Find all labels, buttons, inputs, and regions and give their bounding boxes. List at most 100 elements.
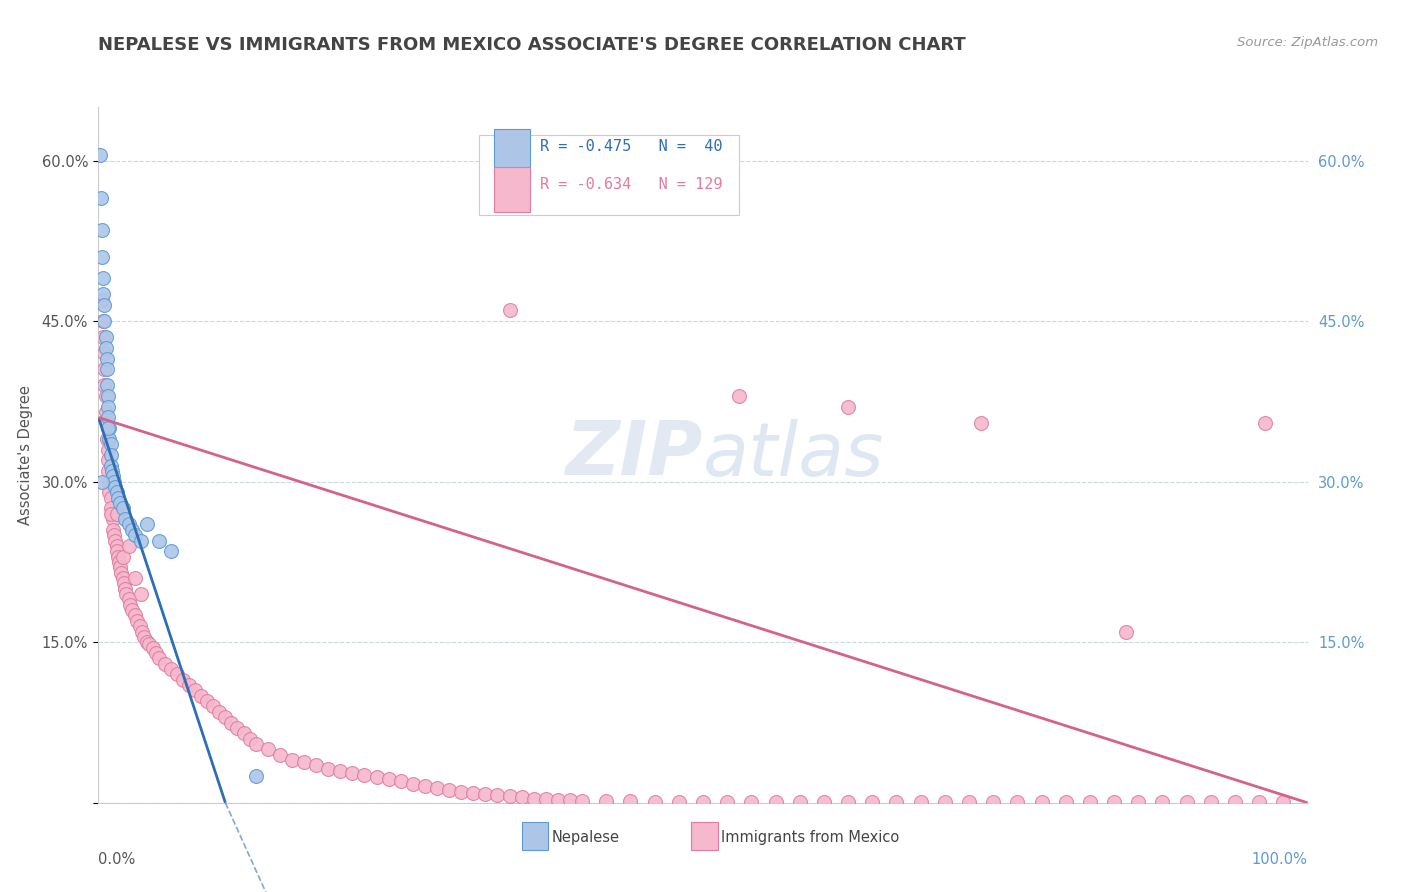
Point	[97, 400, 120, 414]
Point	[91, 271, 114, 285]
Point	[716, 795, 738, 809]
Point	[789, 795, 811, 809]
Point	[195, 694, 218, 708]
Point	[377, 772, 399, 787]
Point	[128, 619, 150, 633]
Point	[97, 410, 120, 425]
Point	[118, 539, 141, 553]
Point	[105, 539, 128, 553]
Point	[269, 747, 291, 762]
Point	[91, 293, 114, 307]
Point	[96, 351, 118, 366]
Point	[118, 517, 141, 532]
Point	[100, 501, 122, 516]
Point	[413, 779, 436, 793]
Bar	[494, 167, 530, 212]
Point	[226, 721, 249, 735]
Point	[97, 389, 120, 403]
Point	[91, 287, 114, 301]
Point	[1128, 795, 1150, 809]
Point	[98, 432, 121, 446]
Point	[595, 794, 617, 808]
Point	[108, 496, 131, 510]
Point	[148, 651, 170, 665]
Point	[728, 389, 751, 403]
Point	[474, 787, 496, 801]
Point	[1102, 795, 1125, 809]
Point	[98, 421, 121, 435]
Point	[93, 378, 115, 392]
Point	[107, 491, 129, 505]
Point	[1249, 795, 1271, 809]
Point	[1199, 795, 1222, 809]
Point	[108, 555, 131, 569]
Point	[153, 657, 176, 671]
Point	[105, 507, 128, 521]
Point	[498, 789, 520, 804]
Text: Immigrants from Mexico: Immigrants from Mexico	[721, 830, 900, 845]
Point	[100, 507, 122, 521]
Point	[96, 378, 118, 392]
Point	[107, 549, 129, 564]
Point	[837, 400, 859, 414]
Point	[765, 795, 787, 809]
Point	[1115, 624, 1137, 639]
Bar	[522, 822, 548, 850]
Point	[957, 795, 980, 809]
Point	[111, 501, 134, 516]
Point	[129, 587, 152, 601]
Y-axis label: Associate's Degree: Associate's Degree	[18, 385, 34, 524]
Point	[245, 769, 267, 783]
Point	[89, 148, 111, 162]
Point	[692, 795, 714, 809]
Point	[91, 314, 114, 328]
Point	[138, 637, 160, 651]
Point	[111, 571, 134, 585]
Point	[97, 464, 120, 478]
Point	[91, 475, 114, 489]
Point	[426, 780, 449, 795]
Point	[256, 742, 278, 756]
Point	[121, 603, 143, 617]
Text: R = -0.634   N = 129: R = -0.634 N = 129	[540, 177, 723, 192]
Point	[668, 795, 690, 809]
Point	[94, 341, 117, 355]
Point	[366, 770, 388, 784]
Point	[97, 442, 120, 457]
Point	[91, 250, 114, 264]
Point	[221, 715, 243, 730]
Point	[239, 731, 262, 746]
Point	[98, 485, 121, 500]
Point	[342, 765, 364, 780]
Point	[329, 764, 352, 778]
Point	[96, 432, 118, 446]
Point	[172, 673, 194, 687]
Point	[103, 475, 125, 489]
Point	[571, 794, 593, 808]
Point	[486, 789, 509, 803]
Point	[111, 549, 134, 564]
Point	[353, 768, 375, 782]
Point	[142, 640, 165, 655]
Point	[104, 480, 127, 494]
Point	[292, 755, 315, 769]
Point	[813, 795, 835, 809]
Point	[104, 533, 127, 548]
Point	[305, 758, 328, 772]
Point	[94, 389, 117, 403]
Point	[94, 405, 117, 419]
Point	[115, 587, 138, 601]
Point	[1152, 795, 1174, 809]
Point	[100, 458, 122, 473]
Point	[886, 795, 908, 809]
Point	[124, 608, 146, 623]
Point	[232, 726, 254, 740]
Point	[145, 646, 167, 660]
Point	[100, 507, 122, 521]
Point	[316, 762, 339, 776]
Point	[1272, 795, 1295, 809]
Point	[90, 191, 112, 205]
Point	[970, 416, 993, 430]
Point	[91, 330, 114, 344]
Point	[463, 786, 485, 800]
